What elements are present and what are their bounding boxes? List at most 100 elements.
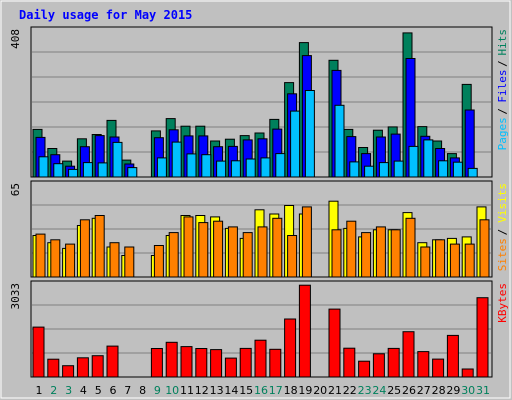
legend-separator: /	[496, 229, 509, 236]
kbytes-bar	[165, 341, 178, 378]
kbytes-bar	[358, 360, 371, 378]
kbytes-bar	[417, 351, 430, 378]
pages-bar	[423, 139, 434, 178]
x-tick-label: 8	[139, 384, 146, 397]
x-tick-label: 27	[417, 384, 431, 397]
kbytes-bar	[372, 353, 385, 378]
sites-bar	[449, 243, 460, 278]
x-tick-label: 22	[343, 384, 357, 397]
x-tick-label: 11	[180, 384, 194, 397]
pages-bar	[275, 153, 286, 178]
sites-bar	[94, 215, 105, 278]
pages-bar	[216, 160, 227, 178]
x-tick-label: 28	[432, 384, 446, 397]
kbytes-bar	[432, 358, 445, 378]
sites-bar	[109, 242, 120, 278]
legend-visits: Visits	[496, 183, 509, 223]
sites-bar	[301, 206, 312, 278]
x-tick-label: 20	[313, 384, 327, 397]
kbytes-bar	[254, 339, 267, 378]
pages-bar	[260, 157, 271, 178]
pages-bar	[156, 157, 167, 178]
kbytes-bar	[343, 347, 356, 378]
x-tick-label: 26	[402, 384, 416, 397]
legend-files: Files	[496, 70, 509, 103]
kbytes-bar	[76, 357, 89, 378]
x-tick-label: 6	[110, 384, 117, 397]
kbytes-bar	[224, 357, 237, 378]
legend-pages: Pages	[496, 117, 509, 150]
sites-bar	[375, 226, 386, 278]
sites-bar	[287, 235, 298, 278]
pages-bar	[82, 162, 93, 178]
kbytes-bar	[269, 348, 282, 378]
pages-bar	[97, 162, 108, 178]
x-tick-label: 14	[224, 384, 238, 397]
pages-bar	[408, 145, 419, 178]
panel-traffic: 408 Hits / Files / Pages	[9, 26, 509, 178]
pages-bar	[245, 158, 256, 178]
x-tick-label: 30	[461, 384, 475, 397]
x-tick-label: 24	[372, 384, 386, 397]
panel-volume: 3033 KBytes	[9, 280, 509, 378]
x-tick-label: 16	[254, 384, 268, 397]
kbytes-bar	[180, 346, 193, 378]
kbytes-bar	[150, 348, 163, 378]
pages-bar	[53, 163, 64, 178]
pages-bar	[364, 165, 375, 178]
x-tick-label: 23	[358, 384, 372, 397]
sites-bar	[65, 243, 76, 278]
pages-bar	[127, 167, 138, 178]
y-max-label: 65	[9, 183, 22, 196]
pages-bar	[68, 168, 79, 178]
kbytes-bar	[239, 347, 252, 378]
y-max-label: 408	[9, 29, 22, 49]
x-tick-label: 19	[298, 384, 312, 397]
sites-bar	[464, 243, 475, 278]
kbytes-bar	[62, 365, 75, 378]
pages-bar	[112, 141, 123, 178]
sites-bar	[435, 239, 446, 278]
sites-bar	[79, 219, 90, 278]
legend-separator: /	[496, 108, 509, 115]
x-tick-label: 3	[65, 384, 72, 397]
pages-bar	[230, 160, 241, 178]
pages-bar	[38, 156, 49, 178]
x-tick-label: 21	[328, 384, 342, 397]
sites-bar	[198, 222, 209, 278]
x-tick-label: 1	[36, 384, 43, 397]
kbytes-bar	[387, 347, 400, 378]
legend-kbytes: KBytes	[496, 283, 509, 323]
legend-sites: Sites	[496, 238, 509, 271]
pages-bar	[467, 167, 478, 178]
kbytes-bar	[106, 345, 119, 378]
kbytes-bar	[298, 284, 311, 378]
sites-bar	[227, 226, 238, 278]
pages-bar	[304, 90, 315, 178]
kbytes-bar	[461, 368, 474, 378]
sites-bar	[50, 239, 61, 278]
kbytes-bar	[476, 297, 489, 378]
x-tick-label: 4	[80, 384, 87, 397]
x-tick-label: 18	[284, 384, 298, 397]
pages-bar	[201, 154, 212, 178]
pages-bar	[438, 160, 449, 178]
kbytes-bar	[328, 308, 341, 378]
sites-bar	[272, 217, 283, 278]
panel-visitors: 65 Visits / Sites	[9, 180, 509, 278]
x-tick-label: 12	[195, 384, 209, 397]
pages-bar	[349, 161, 360, 178]
kbytes-bar	[47, 358, 60, 378]
pages-bar	[452, 161, 463, 178]
x-tick-label: 17	[269, 384, 283, 397]
x-tick-label: 13	[210, 384, 224, 397]
y-max-label: 3033	[9, 283, 22, 310]
kbytes-bar	[402, 331, 415, 378]
x-tick-label: 31	[476, 384, 490, 397]
pages-bar	[334, 104, 345, 178]
sites-bar	[346, 220, 357, 278]
kbytes-bar	[210, 349, 223, 378]
sites-bar	[168, 232, 179, 278]
sites-bar	[420, 246, 431, 278]
pages-bar	[378, 162, 389, 178]
